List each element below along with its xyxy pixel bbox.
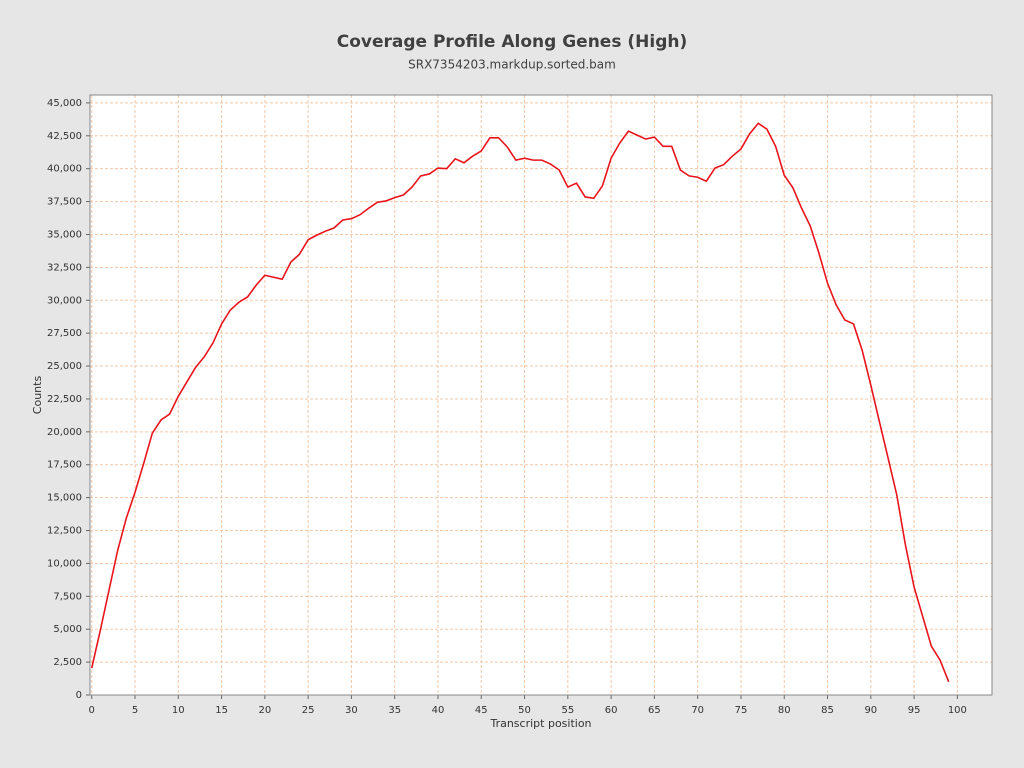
x-tick-label: 10 <box>172 705 185 716</box>
y-tick-label: 2,500 <box>53 657 82 668</box>
x-tick-label: 75 <box>735 705 748 716</box>
x-tick-label: 60 <box>605 705 618 716</box>
x-tick-label: 95 <box>908 705 921 716</box>
y-tick-label: 5,000 <box>53 624 82 635</box>
y-tick-label: 32,500 <box>47 262 82 273</box>
y-tick-label: 30,000 <box>47 295 82 306</box>
y-tick-label: 7,500 <box>53 591 82 602</box>
y-tick-label: 42,500 <box>47 131 82 142</box>
x-tick-label: 80 <box>778 705 791 716</box>
y-tick-label: 20,000 <box>47 427 82 438</box>
x-tick-label: 70 <box>691 705 704 716</box>
y-tick-label: 22,500 <box>47 394 82 405</box>
y-tick-label: 0 <box>76 690 82 701</box>
x-axis-label: Transcript position <box>489 717 591 730</box>
x-tick-label: 30 <box>345 705 358 716</box>
x-tick-label: 5 <box>132 705 138 716</box>
plot-border <box>89 94 993 696</box>
chart-title: Coverage Profile Along Genes (High) <box>337 32 688 52</box>
x-tick-label: 85 <box>821 705 834 716</box>
x-tick-label: 40 <box>432 705 445 716</box>
y-tick-label: 15,000 <box>47 493 82 504</box>
x-tick-label: 35 <box>388 705 401 716</box>
y-tick-label: 37,500 <box>47 197 82 208</box>
y-axis-label: Counts <box>31 376 44 415</box>
y-tick-label: 40,000 <box>47 164 82 175</box>
x-tick-label: 45 <box>475 705 488 716</box>
y-tick-label: 10,000 <box>47 558 82 569</box>
x-tick-label: 25 <box>302 705 315 716</box>
y-tick-label: 25,000 <box>47 361 82 372</box>
y-tick-label: 27,500 <box>47 328 82 339</box>
x-tick-label: 15 <box>215 705 228 716</box>
data-line <box>90 122 950 683</box>
x-tick-label: 55 <box>561 705 574 716</box>
plot-area <box>90 95 992 695</box>
x-tick-label: 100 <box>948 705 967 716</box>
y-tick-label: 12,500 <box>47 526 82 537</box>
x-tick-label: 20 <box>258 705 271 716</box>
x-tick-label: 65 <box>648 705 661 716</box>
y-tick-label: 17,500 <box>47 460 82 471</box>
y-tick-label: 45,000 <box>47 98 82 109</box>
chart-subtitle: SRX7354203.markdup.sorted.bam <box>408 58 616 72</box>
y-tick-label: 35,000 <box>47 229 82 240</box>
x-tick-label: 50 <box>518 705 531 716</box>
x-tick-label: 0 <box>89 705 95 716</box>
x-tick-label: 90 <box>864 705 877 716</box>
